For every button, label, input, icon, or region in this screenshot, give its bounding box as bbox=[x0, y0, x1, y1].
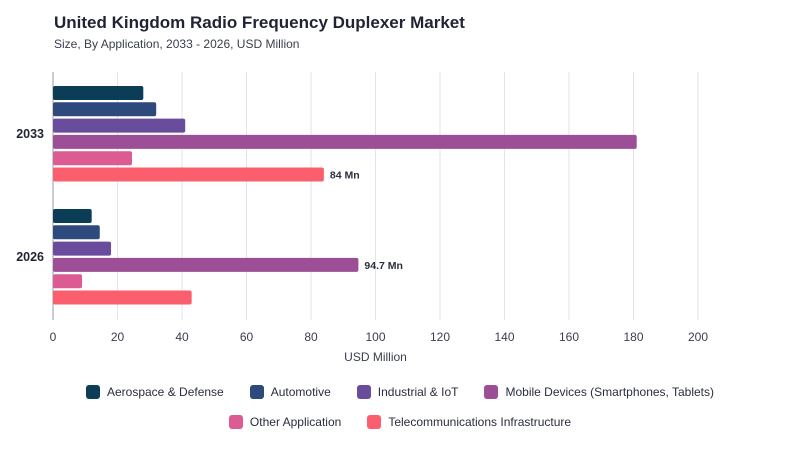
x-tick-label: 180 bbox=[623, 330, 643, 344]
bar bbox=[53, 290, 192, 305]
legend-row-1: Aerospace & Defense Automotive Industrial … bbox=[0, 385, 800, 399]
legend-item: Industrial & IoT bbox=[356, 385, 459, 399]
legend-item: Mobile Devices (Smartphones, Tablets) bbox=[484, 385, 714, 399]
legend-label: Telecommunications Infrastructure bbox=[388, 415, 572, 429]
x-tick-label: 20 bbox=[111, 330, 125, 344]
x-tick-label: 60 bbox=[240, 330, 254, 344]
data-label: 94.7 Mn bbox=[364, 260, 403, 272]
bar bbox=[53, 257, 359, 272]
category-label: 2033 bbox=[16, 127, 44, 141]
bar bbox=[53, 102, 157, 117]
legend-item: Telecommunications Infrastructure bbox=[367, 415, 571, 429]
chart-subtitle: Size, By Application, 2033 - 2026, USD M… bbox=[54, 37, 300, 51]
bar bbox=[53, 167, 324, 182]
x-tick-label: 80 bbox=[304, 330, 318, 344]
x-tick-label: 140 bbox=[494, 330, 514, 344]
legend-item: Automotive bbox=[249, 385, 331, 399]
bar bbox=[53, 225, 100, 240]
bar bbox=[53, 151, 133, 166]
x-axis-label: USD Million bbox=[344, 350, 407, 364]
x-tick-label: 40 bbox=[175, 330, 189, 344]
legend-item: Aerospace & Defense bbox=[85, 385, 224, 399]
legend-swatch bbox=[249, 385, 264, 399]
bar bbox=[53, 274, 83, 289]
bar bbox=[53, 86, 144, 100]
x-tick-label: 100 bbox=[365, 330, 385, 344]
legend-item: Other Application bbox=[228, 415, 342, 429]
x-tick-label: 120 bbox=[430, 330, 450, 344]
bar bbox=[53, 209, 92, 223]
bar bbox=[53, 134, 637, 149]
chart-title: United Kingdom Radio Frequency Duplexer … bbox=[54, 13, 465, 32]
legend-label: Automotive bbox=[270, 385, 331, 399]
legend-swatch bbox=[356, 385, 371, 399]
x-tick-label: 200 bbox=[688, 330, 708, 344]
category-label: 2026 bbox=[16, 250, 44, 264]
bar bbox=[53, 241, 112, 256]
bar bbox=[53, 118, 186, 133]
legend-swatch bbox=[228, 415, 243, 429]
legend-swatch bbox=[85, 385, 100, 399]
data-label: 84 Mn bbox=[330, 170, 360, 182]
legend-label: Other Application bbox=[249, 415, 342, 429]
x-tick-label: 0 bbox=[50, 330, 57, 344]
legend-swatch bbox=[367, 415, 382, 429]
legend-label: Aerospace & Defense bbox=[106, 385, 224, 399]
legend-swatch bbox=[484, 385, 499, 399]
legend-row-2: Other Application Telecommunications Infr… bbox=[0, 415, 800, 429]
legend-label: Mobile Devices (Smartphones, Tablets) bbox=[505, 385, 715, 399]
x-tick-label: 160 bbox=[559, 330, 579, 344]
legend-label: Industrial & IoT bbox=[377, 385, 459, 399]
